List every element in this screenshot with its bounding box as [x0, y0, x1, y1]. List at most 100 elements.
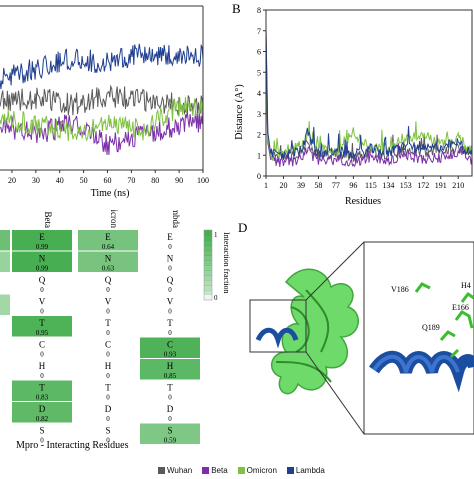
panel-a-xtick-label: 50	[80, 176, 88, 185]
heatmap-partial-cell	[0, 316, 10, 337]
heatmap-cell	[140, 423, 200, 444]
panel-a-xtick-label: 60	[103, 176, 111, 185]
colorbar-segment	[204, 250, 212, 256]
panel-b-ytick-label: 1	[257, 151, 261, 160]
heatmap-cell-value: 0.85	[164, 372, 177, 380]
heatmap-cell	[140, 251, 200, 272]
heatmap-partial-cell	[0, 423, 10, 444]
panel-b-xtick-label: 153	[400, 181, 412, 190]
panel-c-heatmap: Beta Omicron Lambda E0.99E0.64E0N0.99N0.63…	[0, 210, 231, 451]
heatmap-cell-residue: T	[105, 383, 111, 393]
heatmap-cell	[12, 316, 72, 337]
panel-b-xtick-label: 210	[452, 181, 464, 190]
residue-label-q189: Q189	[422, 323, 440, 332]
heatmap-cell-residue: D	[105, 404, 112, 414]
heatmap-cell-residue: T	[167, 318, 173, 328]
heatmap-cell	[78, 251, 138, 272]
panel-b-ytick-label: 8	[257, 6, 261, 15]
heatmap-cell	[140, 294, 200, 315]
panel-a-xtick-label: 100	[197, 176, 209, 185]
heatmap-cell-residue: C	[39, 340, 45, 350]
panel-b-series-lambda	[265, 30, 473, 160]
heatmap-cell	[78, 294, 138, 315]
colorbar-segment	[204, 255, 212, 261]
heatmap-cell-residue: E	[105, 232, 111, 242]
panel-a-xtick-label: 20	[8, 176, 16, 185]
colorbar-tick-min: 0	[214, 294, 218, 302]
heatmap-cell-value: 0	[40, 437, 44, 445]
colorbar-frame	[203, 229, 213, 301]
colorbar-segment	[204, 240, 212, 246]
heatmap-cell-value: 0	[106, 308, 110, 316]
heatmap-cell-residue: C	[105, 340, 111, 350]
residue-sticks	[414, 282, 474, 359]
panel-b-xtick-label: 39	[297, 181, 305, 190]
heatmap-cell-value: 0.59	[164, 437, 177, 445]
residue-label-h4: H4	[461, 281, 471, 290]
heatmap-cell-residue: S	[105, 426, 110, 436]
legend-label-lambda: Lambda	[295, 466, 325, 475]
panel-b-xtick-label: 172	[417, 181, 429, 190]
heatmap-cell	[12, 230, 72, 251]
heatmap-cell-value: 0	[40, 351, 44, 359]
residue-label-v186: V186	[391, 285, 409, 294]
heatmap-cell-value: 0	[40, 308, 44, 316]
heatmap-cell-value: 0	[168, 286, 172, 294]
panel-a-xtick-label: 80	[151, 176, 159, 185]
heatmap-cell-residue: D	[39, 404, 46, 414]
heatmap-cell-value: 0.99	[36, 265, 49, 273]
panel-d-letter: D	[238, 220, 247, 235]
heatmap-cell-residue: Q	[105, 275, 112, 285]
heatmap-cell	[12, 402, 72, 423]
heatmap-cell	[12, 380, 72, 401]
heatmap-cell-residue: Q	[39, 275, 46, 285]
heatmap-cell	[78, 273, 138, 294]
panel-b-xlabel: Residues	[345, 196, 381, 207]
heatmap-cell	[12, 337, 72, 358]
legend-label-beta: Beta	[211, 466, 228, 475]
heatmap-cell-residue: Q	[167, 275, 174, 285]
colorbar-segment	[204, 230, 212, 236]
heatmap-cell-value: 0	[168, 265, 172, 273]
panel-b-xtick-label: 58	[314, 181, 322, 190]
heatmap-cell	[140, 273, 200, 294]
panel-b-ytick-label: 0	[257, 172, 261, 181]
colorbar-segment	[204, 260, 212, 266]
heatmap-partial-cell	[0, 251, 10, 272]
heatmap-partial-cell	[0, 402, 10, 423]
colorbar-segment	[204, 290, 212, 296]
heatmap-cell	[78, 402, 138, 423]
panel-a-xtick-label: 70	[127, 176, 135, 185]
heatmap-cell	[12, 251, 72, 272]
heatmap-cell-residue: H	[105, 361, 112, 371]
heatmap-cell-value: 0.99	[36, 243, 49, 251]
heatmap-cell-value: 0	[168, 308, 172, 316]
panel-a-xtick-label: 30	[32, 176, 40, 185]
heatmap-cell-residue: V	[167, 297, 174, 307]
legend-item-lambda: Lambda	[286, 466, 325, 475]
zoom-box	[249, 299, 307, 353]
zoom-line-top	[305, 241, 365, 301]
panel-a-xtick-label: 90	[175, 176, 183, 185]
heatmap-cell-value: 0.63	[102, 265, 115, 273]
legend-swatch-beta	[202, 467, 210, 474]
colorbar-segment	[204, 295, 212, 301]
heatmap-cell-residue: H	[167, 361, 174, 371]
colorbar-segment	[204, 285, 212, 291]
heatmap-partial-cell	[0, 337, 10, 358]
legend: Wuhan Beta Omicron Lambda	[158, 461, 331, 479]
legend-label-omicron: Omicron	[246, 466, 277, 475]
heatmap-cell	[12, 294, 72, 315]
legend-label-wuhan: Wuhan	[167, 466, 193, 475]
panel-a-series-omicron	[0, 97, 204, 142]
panel-b-ytick-label: 2	[257, 131, 261, 140]
heatmap-column-header: Lambda	[171, 210, 181, 228]
heatmap-cell-residue: T	[167, 383, 173, 393]
heatmap-cell	[78, 359, 138, 380]
heatmap-cell	[140, 337, 200, 358]
legend-swatch-wuhan	[158, 467, 165, 474]
heatmap-cell	[140, 316, 200, 337]
panel-b-series-omicron	[265, 59, 473, 162]
panel-b-series-beta	[265, 68, 473, 168]
legend-swatch-lambda	[286, 467, 294, 474]
